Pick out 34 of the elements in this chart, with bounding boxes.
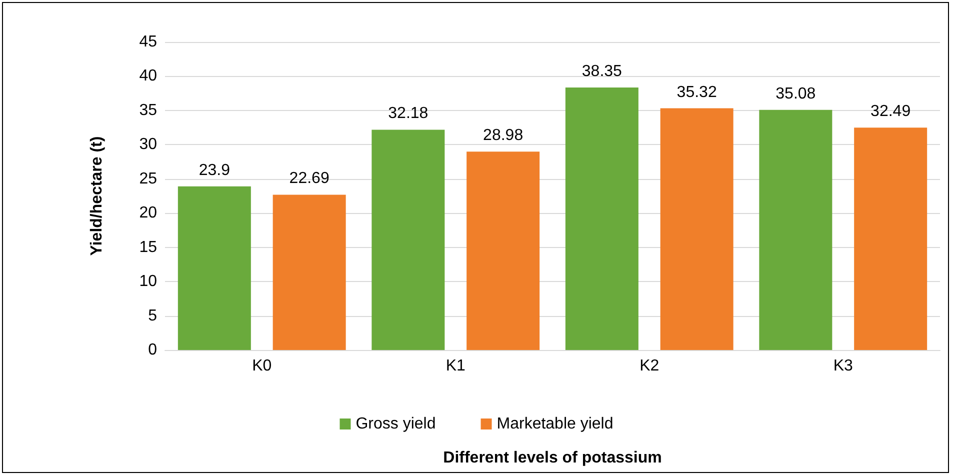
bar [466,152,540,350]
data-label: 32.18 [388,105,428,122]
data-label: 22.69 [289,170,330,188]
data-label: 35.32 [676,84,717,101]
y-axis-title: Yield/hectare (t) [88,136,106,256]
bar [759,110,832,350]
bar [565,88,638,350]
y-tick-label: 30 [139,136,158,154]
bar [178,186,251,350]
data-label: 35.08 [776,85,816,102]
y-tick-label: 10 [139,273,158,290]
x-tick-label: K2 [640,358,660,374]
x-tick-label: K1 [446,358,466,374]
y-tick-label: 15 [139,238,158,256]
y-tick-label: 25 [139,170,158,188]
y-tick-label: 45 [139,34,158,50]
bar [660,108,734,350]
data-label: 28.98 [483,127,524,144]
legend-label: Gross yield [356,416,436,432]
bar [854,128,928,350]
bar [272,194,346,350]
y-tick-label: 35 [139,102,158,119]
x-axis-title: Different levels of potassium [443,450,662,466]
x-tick-label: K0 [252,358,272,374]
y-tick-label: 0 [148,342,158,358]
data-label: 23.9 [198,162,230,179]
x-tick-label: K3 [833,358,854,374]
data-label: 38.35 [582,63,622,80]
bar [372,130,445,350]
y-tick-label: 20 [139,204,158,222]
y-tick-label: 40 [139,68,158,85]
legend-label: Marketable yield [496,416,614,432]
y-tick-label: 5 [148,307,158,324]
data-label: 32.49 [870,103,911,120]
